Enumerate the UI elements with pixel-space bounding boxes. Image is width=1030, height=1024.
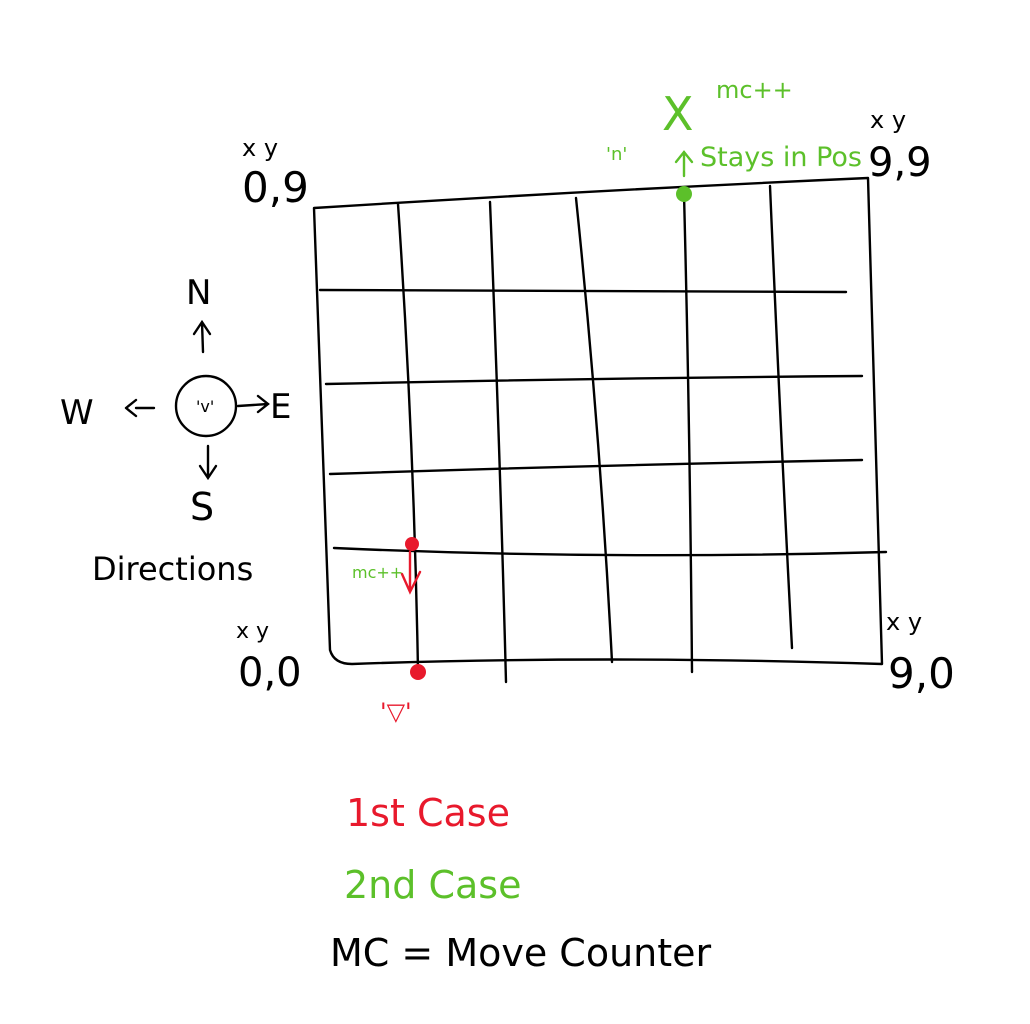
grid-col-line — [574, 196, 614, 664]
case2-arrow-up-icon — [674, 150, 694, 178]
case2-face-label: 'n' — [606, 144, 627, 165]
case1-annotation: mc++ '▽' — [352, 537, 426, 726]
corner-axis-label: x y — [886, 608, 922, 636]
robot-face-label: 'v' — [196, 397, 214, 416]
grid-col-line — [488, 200, 508, 684]
case1-end-dot — [410, 664, 426, 680]
case1-arrow-down-icon — [400, 550, 422, 595]
corner-top-left: x y 0,9 — [242, 134, 309, 212]
legend-second-case: 2nd Case — [344, 863, 521, 907]
grid-row-line — [324, 374, 864, 386]
grid-col-line — [396, 202, 420, 674]
grid-col-line — [682, 192, 694, 674]
corner-coordinate: 0,9 — [242, 163, 309, 212]
grid — [312, 176, 888, 684]
compass-caption: Directions — [92, 550, 253, 588]
corner-bottom-right: x y 9,0 — [886, 608, 955, 698]
legend-first-case: 1st Case — [346, 791, 510, 835]
case1-counter-label: mc++ — [352, 563, 403, 582]
case2-dot — [676, 186, 692, 202]
case2-annotation: 'n' X mc++ Stays in Pos — [606, 76, 862, 202]
case2-note: Stays in Pos — [700, 142, 862, 173]
compass-south-label: S — [190, 485, 214, 529]
arrow-east-icon — [236, 394, 270, 414]
compass-east-label: E — [270, 387, 291, 427]
grid-row-line — [318, 288, 848, 294]
compass-west-label: W — [60, 393, 94, 433]
arrow-south-icon — [198, 444, 218, 481]
corner-axis-label: x y — [236, 619, 269, 644]
corner-coordinate: 0,0 — [238, 650, 302, 696]
corner-bottom-left: x y 0,0 — [236, 619, 302, 696]
arrow-north-icon — [192, 319, 212, 354]
legend-definition: MC = Move Counter — [330, 931, 712, 975]
case2-counter-label: mc++ — [716, 76, 793, 104]
corner-coordinate: 9,9 — [868, 140, 932, 186]
compass: N 'v' E W S Directions — [60, 273, 291, 588]
grid-border — [312, 176, 884, 666]
robot-face-icon — [174, 374, 238, 438]
grid-col-line — [768, 184, 794, 650]
legend: 1st Case 2nd Case MC = Move Counter — [330, 791, 712, 975]
corner-axis-label: x y — [870, 106, 906, 134]
corner-axis-label: x y — [242, 134, 278, 162]
compass-north-label: N — [186, 273, 211, 313]
arrow-west-icon — [124, 398, 156, 418]
grid-row-line — [328, 458, 864, 476]
case2-blocked-mark: X — [662, 87, 694, 141]
corner-top-right: x y 9,9 — [868, 106, 932, 186]
corner-coordinate: 9,0 — [888, 649, 955, 698]
case1-start-dot — [405, 537, 419, 551]
case1-face-label: '▽' — [380, 698, 412, 726]
